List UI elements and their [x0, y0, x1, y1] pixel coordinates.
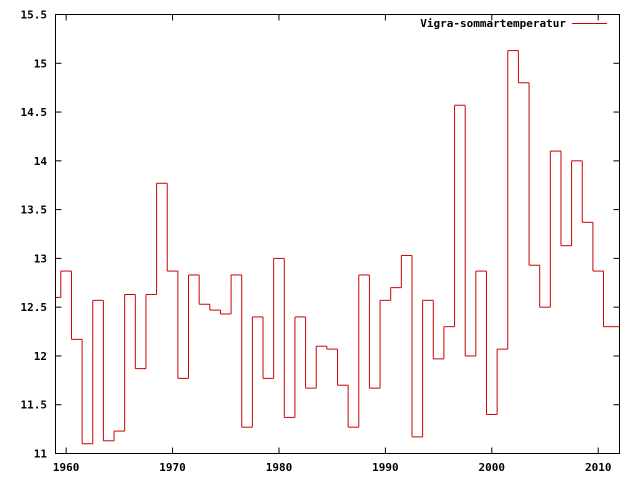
x-tick-label: 2000 — [479, 461, 506, 474]
x-tick-label: 1960 — [53, 461, 80, 474]
x-tick-label: 2010 — [585, 461, 612, 474]
legend: Vigra-sommartemperatur — [420, 17, 607, 30]
y-tick-label: 11 — [34, 448, 48, 461]
legend-label: Vigra-sommartemperatur — [420, 17, 566, 30]
y-tick-label: 15.5 — [21, 9, 48, 22]
y-tick-label: 12 — [34, 350, 47, 363]
y-tick-label: 13.5 — [21, 204, 48, 217]
y-tick-label: 12.5 — [21, 301, 48, 314]
y-tick-label: 13 — [34, 252, 47, 265]
x-tick-label: 1970 — [159, 461, 186, 474]
y-tick-label: 14.5 — [21, 106, 48, 119]
y-tick-label: 11.5 — [21, 399, 48, 412]
x-tick-label: 1990 — [372, 461, 399, 474]
x-tick-label: 1980 — [266, 461, 293, 474]
y-axis: 11 11.5 12 12.5 13 13.5 14 14.5 15 15.5 — [21, 9, 620, 461]
y-tick-label: 14 — [34, 155, 48, 168]
x-axis: 1960 1970 1980 1990 2000 2010 — [53, 14, 612, 474]
series-group — [55, 50, 620, 445]
y-tick-label: 15 — [34, 57, 47, 70]
plot-frame — [55, 14, 620, 454]
